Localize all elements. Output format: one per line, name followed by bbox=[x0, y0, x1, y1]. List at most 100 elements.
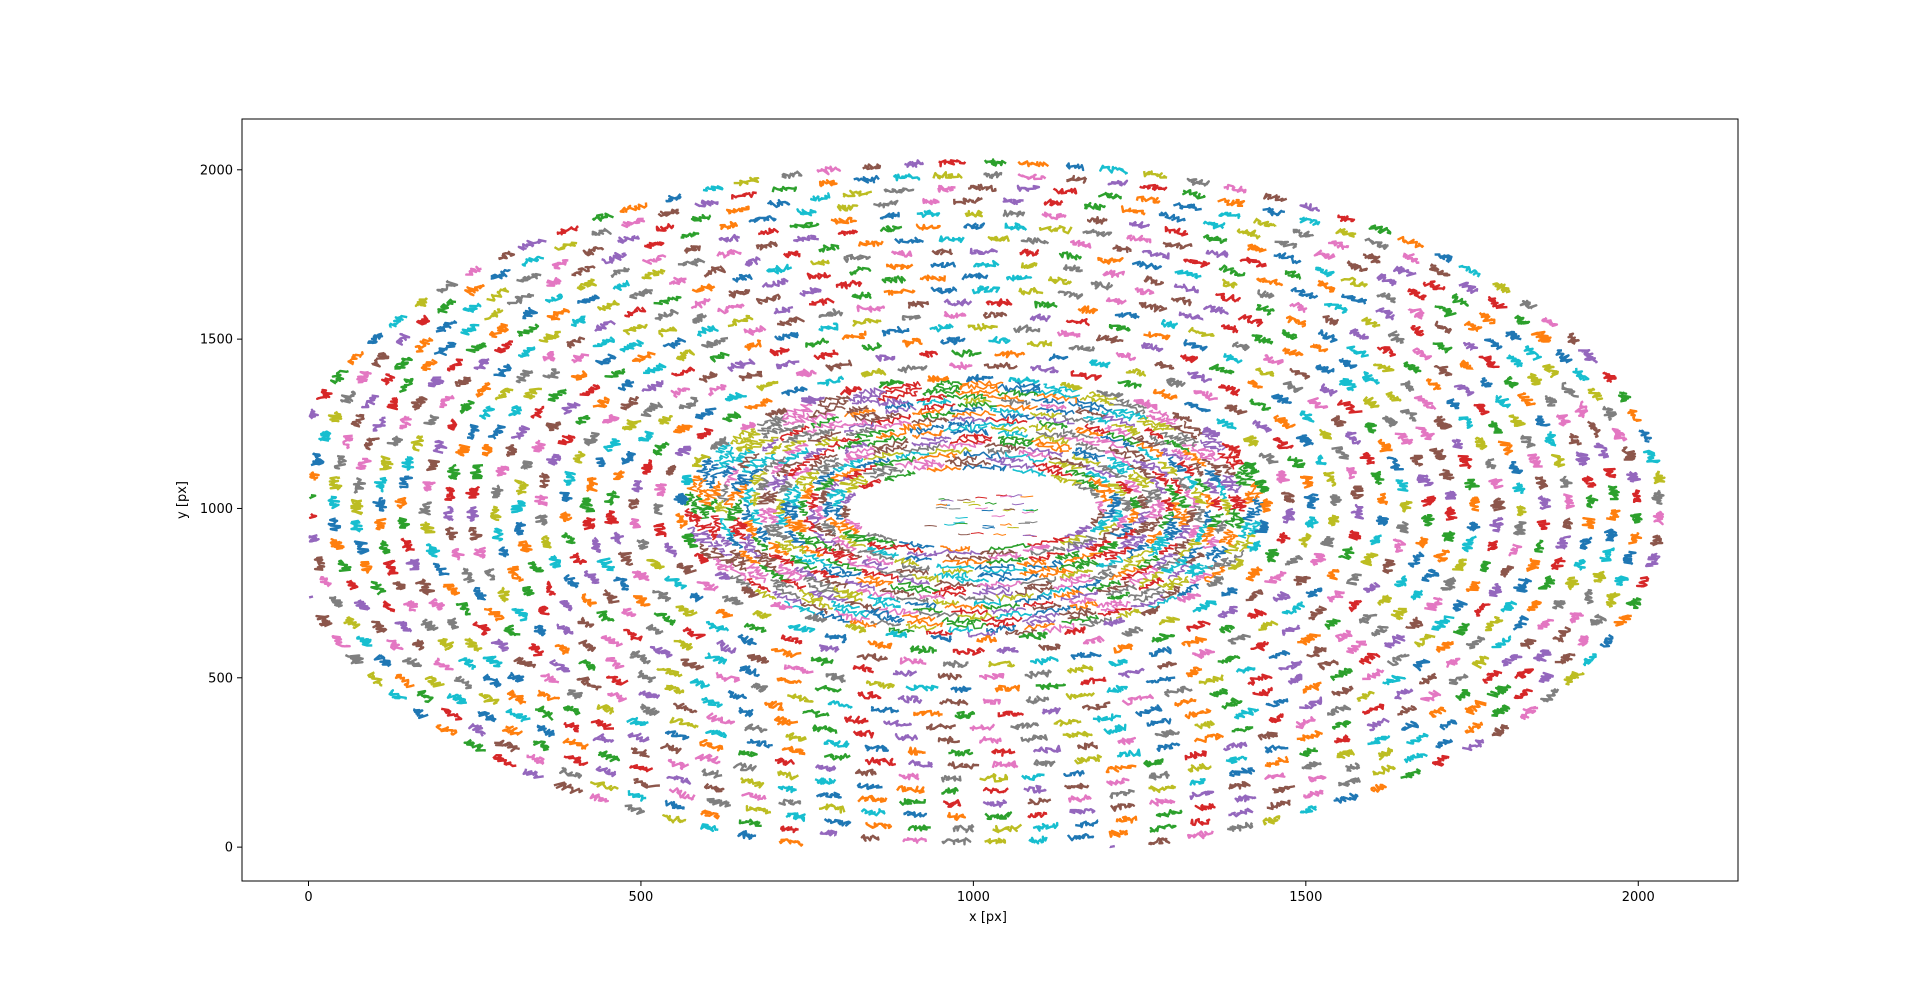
trajectory bbox=[723, 507, 738, 521]
trajectory bbox=[1611, 427, 1628, 442]
trajectory bbox=[771, 185, 798, 193]
trajectory bbox=[1004, 508, 1016, 511]
trajectory bbox=[667, 758, 690, 771]
trajectory bbox=[1512, 615, 1529, 631]
trajectory bbox=[1207, 557, 1229, 571]
trajectory bbox=[787, 624, 816, 634]
trajectory bbox=[559, 491, 573, 503]
trajectory bbox=[1041, 707, 1062, 715]
trajectory bbox=[1093, 488, 1116, 505]
trajectory bbox=[466, 506, 479, 522]
trajectory bbox=[637, 669, 656, 684]
trajectory bbox=[539, 472, 550, 489]
trajectory bbox=[1104, 424, 1131, 437]
trajectory bbox=[1186, 177, 1210, 187]
trajectory bbox=[1133, 398, 1158, 411]
trajectory bbox=[1235, 666, 1256, 674]
trajectory bbox=[603, 438, 621, 453]
trajectory bbox=[637, 430, 654, 442]
trajectory bbox=[1020, 237, 1050, 245]
trajectory bbox=[1276, 531, 1291, 544]
trajectory bbox=[445, 526, 459, 541]
trajectory bbox=[1555, 535, 1572, 550]
trajectory bbox=[1059, 569, 1094, 580]
trajectory bbox=[1517, 392, 1536, 407]
trajectory bbox=[1067, 610, 1097, 620]
y-tick-label: 2000 bbox=[200, 163, 233, 178]
trajectory bbox=[1149, 823, 1177, 833]
trajectory bbox=[852, 664, 874, 674]
trajectory bbox=[795, 532, 818, 549]
trajectory bbox=[533, 624, 547, 637]
trajectory bbox=[970, 532, 984, 535]
trajectory bbox=[1266, 799, 1291, 811]
trajectory bbox=[347, 351, 364, 366]
trajectory bbox=[784, 600, 816, 616]
trajectory bbox=[818, 803, 846, 814]
trajectory bbox=[604, 368, 626, 379]
trajectory bbox=[784, 442, 809, 456]
trajectory bbox=[420, 618, 439, 632]
trajectory bbox=[327, 410, 343, 423]
trajectory bbox=[1444, 506, 1458, 521]
trajectory bbox=[698, 488, 716, 507]
trajectory bbox=[1075, 426, 1104, 437]
trajectory bbox=[658, 415, 673, 425]
trajectory bbox=[1219, 498, 1233, 516]
trajectory bbox=[825, 558, 862, 572]
trajectory bbox=[728, 574, 752, 590]
trajectory bbox=[1112, 408, 1148, 420]
trajectory bbox=[435, 319, 458, 333]
trajectory bbox=[1080, 676, 1107, 686]
trajectory bbox=[994, 684, 1021, 693]
x-axis-label: x [px] bbox=[969, 910, 1007, 925]
trajectory bbox=[866, 555, 894, 566]
trajectory bbox=[1562, 517, 1573, 530]
trajectory bbox=[1564, 576, 1580, 591]
trajectory bbox=[895, 596, 929, 604]
trajectory bbox=[1173, 283, 1200, 294]
trajectory bbox=[1317, 328, 1338, 343]
trajectory bbox=[1066, 540, 1097, 553]
trajectory bbox=[394, 620, 413, 633]
trajectory bbox=[1628, 532, 1643, 545]
trajectory bbox=[627, 732, 650, 743]
trajectory bbox=[610, 267, 631, 278]
trajectory bbox=[1034, 605, 1078, 616]
trajectory bbox=[938, 235, 965, 244]
trajectory bbox=[1289, 301, 1308, 313]
trajectory bbox=[1147, 462, 1170, 478]
trajectory bbox=[1083, 416, 1113, 425]
trajectory bbox=[446, 692, 468, 705]
trajectory bbox=[386, 396, 399, 411]
trajectory bbox=[814, 764, 837, 772]
trajectory bbox=[664, 542, 678, 558]
trajectory bbox=[766, 199, 791, 209]
trajectory bbox=[962, 464, 1007, 472]
trajectory bbox=[962, 501, 975, 504]
trajectory bbox=[1457, 454, 1473, 470]
trajectory bbox=[1065, 162, 1085, 172]
trajectory bbox=[1221, 442, 1241, 457]
trajectory bbox=[1574, 400, 1589, 419]
trajectory bbox=[724, 465, 739, 487]
trajectory bbox=[437, 298, 457, 314]
trajectory bbox=[830, 548, 858, 561]
trajectory bbox=[748, 215, 777, 223]
trajectory bbox=[1102, 504, 1118, 519]
trajectory bbox=[510, 425, 530, 440]
trajectory bbox=[1301, 761, 1322, 770]
trajectory bbox=[1370, 470, 1385, 485]
trajectory bbox=[987, 552, 1022, 560]
trajectory bbox=[1120, 205, 1146, 216]
trajectory bbox=[1335, 227, 1357, 239]
trajectory bbox=[1253, 217, 1277, 228]
trajectory bbox=[1107, 464, 1128, 475]
trajectory bbox=[808, 569, 839, 579]
trajectory bbox=[1303, 493, 1320, 510]
trajectory bbox=[820, 566, 850, 578]
trajectory bbox=[1012, 468, 1047, 477]
trajectory bbox=[1024, 669, 1053, 679]
trajectory bbox=[1382, 558, 1396, 575]
trajectory bbox=[401, 455, 415, 471]
